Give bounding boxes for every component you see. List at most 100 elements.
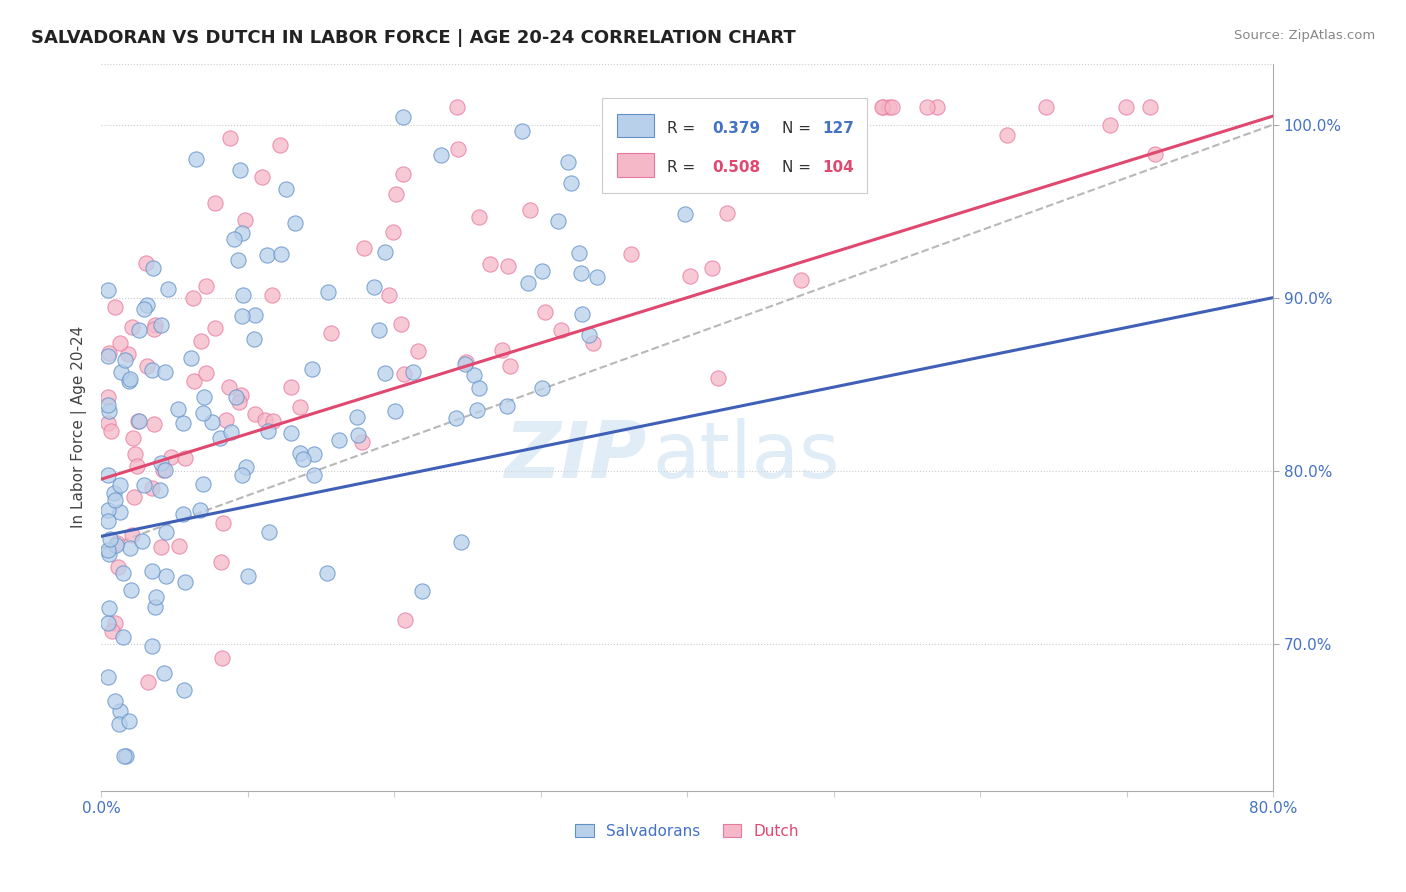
Point <box>463 368 485 382</box>
Point <box>256 248 278 262</box>
Point <box>149 541 172 555</box>
Point <box>232 288 254 302</box>
Point <box>195 366 218 380</box>
Text: Source: ZipAtlas.com: Source: ZipAtlas.com <box>1234 29 1375 42</box>
Point <box>270 247 292 261</box>
Point <box>742 100 765 114</box>
Point <box>143 600 166 615</box>
Point <box>211 651 233 665</box>
Point <box>550 323 572 337</box>
Point <box>111 630 134 644</box>
Point <box>346 410 368 425</box>
Point <box>328 433 350 447</box>
Point <box>152 463 174 477</box>
Point <box>135 298 157 312</box>
Point <box>498 259 520 273</box>
Point <box>115 749 138 764</box>
Point <box>111 566 134 580</box>
Point <box>231 226 253 240</box>
Point <box>103 493 125 508</box>
Point <box>257 424 280 438</box>
Text: 104: 104 <box>823 161 853 176</box>
Text: ZIP: ZIP <box>503 418 647 494</box>
Point <box>382 225 405 239</box>
Point <box>122 432 145 446</box>
Text: 0.508: 0.508 <box>711 161 761 176</box>
Point <box>235 459 257 474</box>
Point <box>880 100 903 114</box>
Point <box>141 481 163 495</box>
Point <box>226 253 249 268</box>
Point <box>153 665 176 680</box>
Point <box>110 477 132 491</box>
Y-axis label: In Labor Force | Age 20-24: In Labor Force | Age 20-24 <box>72 326 87 528</box>
Point <box>243 333 266 347</box>
Point <box>302 447 325 461</box>
Point <box>194 279 217 293</box>
Point <box>742 100 765 114</box>
Point <box>173 507 195 521</box>
Point <box>138 675 160 690</box>
Point <box>97 670 120 684</box>
Point <box>374 367 396 381</box>
Point <box>274 182 297 196</box>
FancyBboxPatch shape <box>602 98 866 194</box>
Point <box>97 467 120 482</box>
Point <box>97 503 120 517</box>
Text: SALVADORAN VS DUTCH IN LABOR FORCE | AGE 20-24 CORRELATION CHART: SALVADORAN VS DUTCH IN LABOR FORCE | AGE… <box>31 29 796 46</box>
Point <box>1098 118 1121 132</box>
Point <box>97 416 120 430</box>
Point <box>188 503 211 517</box>
Text: 0.379: 0.379 <box>711 121 761 136</box>
Point <box>135 255 157 269</box>
Point <box>120 372 142 386</box>
Point <box>316 285 339 299</box>
Point <box>214 413 236 427</box>
Point <box>288 400 311 414</box>
Point <box>186 152 208 166</box>
Point <box>121 320 143 334</box>
Point <box>385 186 408 201</box>
Point <box>153 365 176 379</box>
Point <box>181 291 204 305</box>
Point <box>350 435 373 450</box>
Point <box>491 343 513 357</box>
Point <box>97 514 120 528</box>
Point <box>209 555 232 569</box>
Point <box>292 451 315 466</box>
Point <box>104 300 127 314</box>
Point <box>191 406 214 420</box>
Text: N =: N = <box>782 161 815 176</box>
Point <box>392 367 415 381</box>
Point <box>98 600 121 615</box>
Point <box>363 280 385 294</box>
Point <box>519 202 541 217</box>
Point <box>280 380 302 394</box>
Point <box>97 345 120 359</box>
Point <box>117 347 139 361</box>
Point <box>141 640 163 654</box>
Point <box>444 411 467 425</box>
Point <box>98 404 121 418</box>
Point <box>269 138 291 153</box>
Point <box>679 269 702 284</box>
Point <box>231 388 253 402</box>
Point <box>533 305 555 319</box>
Point <box>212 516 235 530</box>
Point <box>260 288 283 302</box>
Point <box>925 100 948 114</box>
Point <box>456 355 478 369</box>
Point <box>872 100 894 114</box>
Point <box>236 569 259 583</box>
Point <box>392 110 415 124</box>
Point <box>180 351 202 366</box>
Point <box>467 403 489 417</box>
Point <box>685 129 707 144</box>
Point <box>150 457 173 471</box>
Point <box>174 451 197 466</box>
Point <box>569 266 592 280</box>
Point <box>145 590 167 604</box>
Point <box>394 613 416 627</box>
Point <box>231 309 253 323</box>
Point <box>97 283 120 297</box>
